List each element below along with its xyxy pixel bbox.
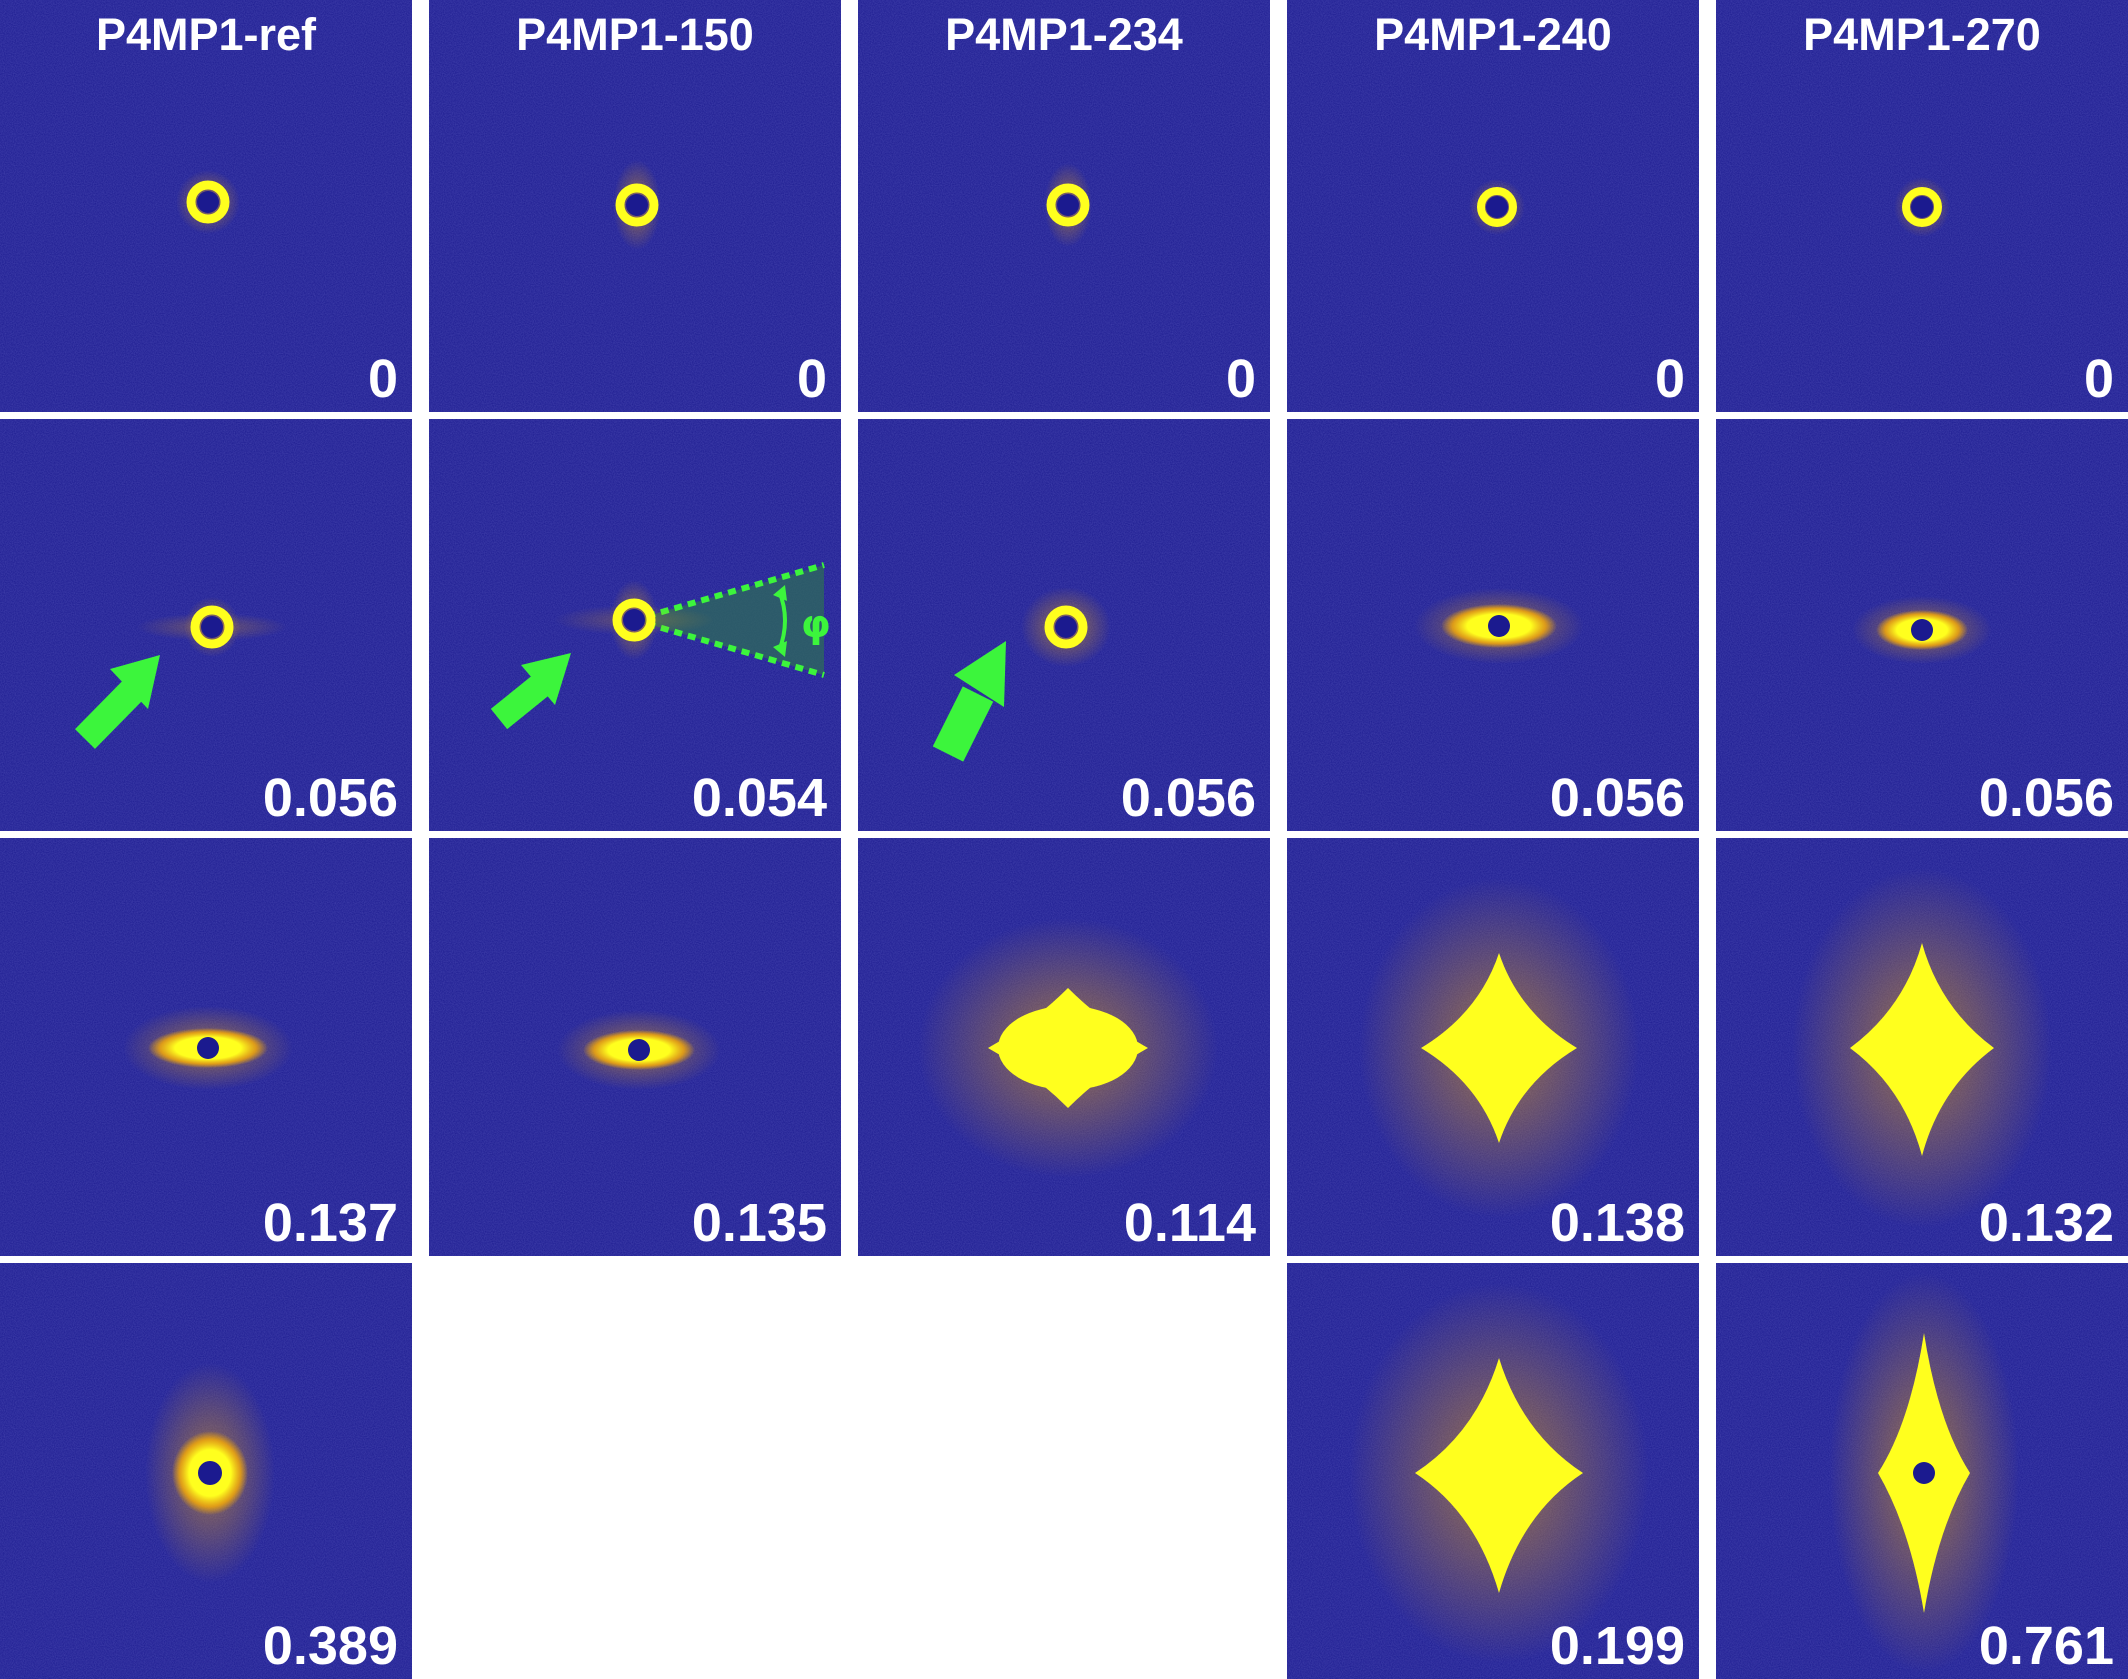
pattern-240-row1: 0 (1287, 0, 1699, 412)
pattern-234-row2: 0.056 (858, 419, 1270, 831)
green-arrow-icon (932, 641, 1006, 762)
strain-label: 0.056 (262, 768, 398, 828)
strain-label: 0.137 (262, 1193, 398, 1253)
pattern-270-row4: 0.761 (1716, 1263, 2128, 1679)
pattern-150-row2: φ 0.054 (429, 419, 841, 831)
scattering-pattern (1287, 1263, 1699, 1679)
pattern-234-row1: 0 (858, 0, 1270, 412)
strain-label: 0.761 (1978, 1616, 2114, 1676)
pattern-270-row1: 0 (1716, 0, 2128, 412)
scattering-pattern (429, 0, 841, 412)
strain-label: 0.135 (691, 1193, 827, 1253)
pattern-270-row2: 0.056 (1716, 419, 2128, 831)
strain-label: 0 (1654, 349, 1685, 409)
green-arrow-icon (490, 653, 571, 730)
strain-label: 0.056 (1549, 768, 1685, 828)
scattering-pattern (1287, 419, 1699, 831)
pattern-240-row3: 0.138 (1287, 838, 1699, 1256)
scattering-pattern (1716, 1263, 2128, 1679)
strain-label: 0.054 (691, 768, 827, 828)
pattern-234-row3: 0.114 (858, 838, 1270, 1256)
strain-label: 0 (2083, 349, 2114, 409)
scattering-pattern (0, 1263, 412, 1679)
strain-label: 0.056 (1120, 768, 1256, 828)
strain-label: 0.199 (1549, 1616, 1685, 1676)
green-arrow-icon (75, 655, 160, 749)
pattern-150-row3: 0.135 (429, 838, 841, 1256)
scattering-pattern: φ (429, 419, 841, 831)
strain-label: 0.114 (1123, 1193, 1256, 1253)
strain-label: 0 (367, 349, 398, 409)
scattering-pattern (1716, 838, 2128, 1256)
strain-label: 0 (1225, 349, 1256, 409)
scattering-pattern (1716, 0, 2128, 412)
scattering-pattern (858, 838, 1270, 1256)
strain-label: 0.138 (1549, 1193, 1685, 1253)
strain-label: 0.132 (1978, 1193, 2114, 1253)
scattering-pattern (429, 838, 841, 1256)
strain-label: 0.056 (1978, 768, 2114, 828)
pattern-240-row4: 0.199 (1287, 1263, 1699, 1679)
strain-label: 0.389 (262, 1616, 398, 1676)
pattern-ref-row4: 0.389 (0, 1263, 412, 1679)
scattering-pattern (0, 0, 412, 412)
scattering-pattern (0, 419, 412, 831)
pattern-ref-row1: 0 (0, 0, 412, 412)
pattern-240-row2: 0.056 (1287, 419, 1699, 831)
phi-label: φ (801, 602, 831, 646)
scattering-pattern (858, 0, 1270, 412)
pattern-ref-row3: 0.137 (0, 838, 412, 1256)
strain-label: 0 (796, 349, 827, 409)
scattering-pattern (1716, 419, 2128, 831)
pattern-150-row1: 0 (429, 0, 841, 412)
scattering-pattern (1287, 0, 1699, 412)
pattern-ref-row2: 0.056 (0, 419, 412, 831)
scattering-pattern (858, 419, 1270, 831)
scattering-pattern (1287, 838, 1699, 1256)
pattern-270-row3: 0.132 (1716, 838, 2128, 1256)
scattering-pattern (0, 838, 412, 1256)
